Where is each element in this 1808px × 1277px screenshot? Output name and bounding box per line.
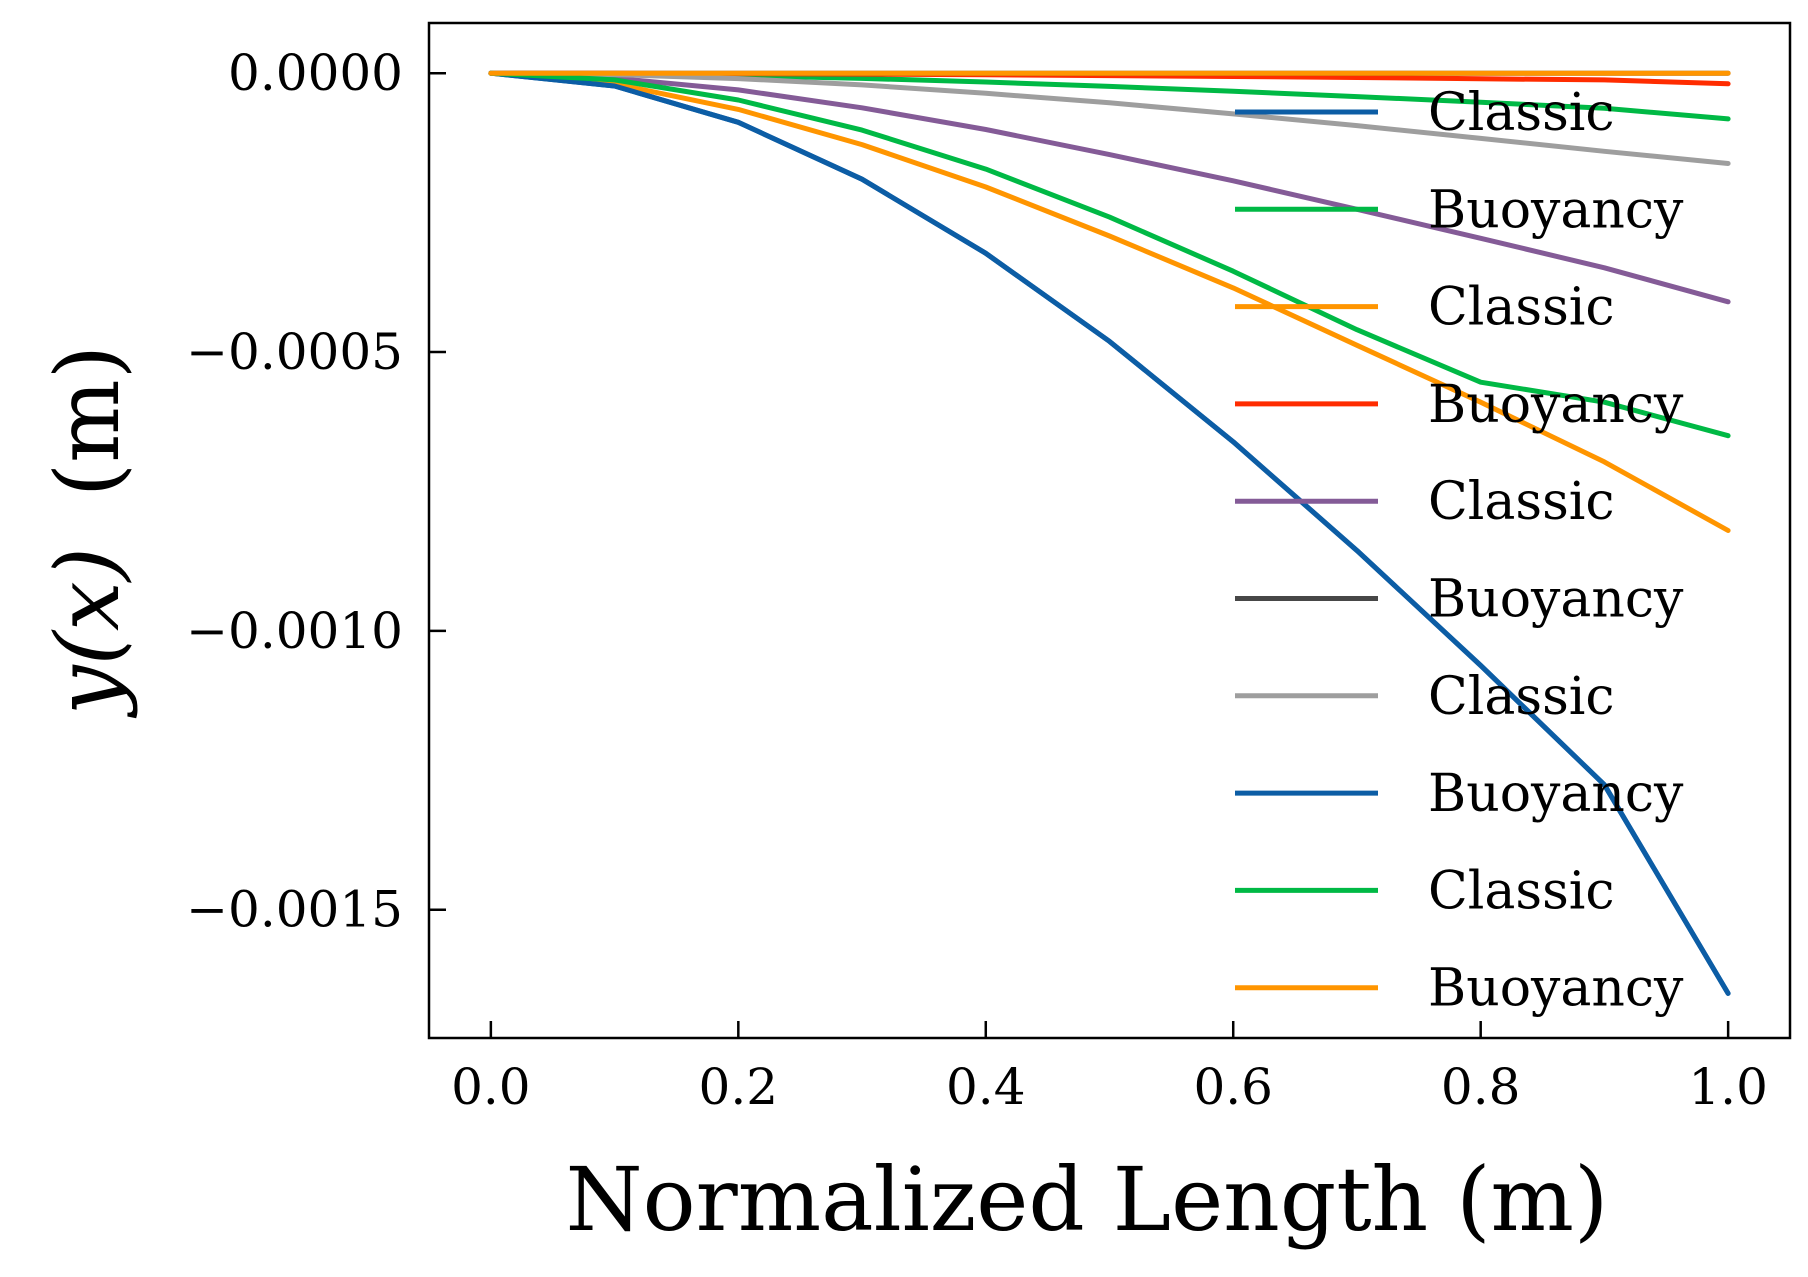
legend-label: Classic bbox=[1428, 472, 1615, 532]
legend-item: Buoyancy bbox=[1235, 375, 1684, 435]
series-line-8 bbox=[488, 70, 1731, 996]
legend-label: Buoyancy bbox=[1428, 959, 1684, 1019]
x-tick-label: 1.0 bbox=[1688, 1058, 1768, 1116]
legend-item: Classic bbox=[1235, 667, 1615, 727]
x-tick-label: 0.2 bbox=[699, 1058, 779, 1116]
legend-label: Buoyancy bbox=[1428, 180, 1684, 240]
y-axis-title-unit: (m) bbox=[36, 345, 139, 497]
legend-label: Buoyancy bbox=[1428, 570, 1684, 630]
series-line-7 bbox=[488, 70, 1731, 166]
y-tick-label: −0.0010 bbox=[186, 602, 403, 660]
legend-item: Buoyancy bbox=[1235, 959, 1684, 1019]
y-axis-title: y(x) (m) bbox=[36, 345, 139, 719]
legend-item: Classic bbox=[1235, 278, 1615, 338]
series-line-5 bbox=[488, 70, 1731, 305]
ticks-layer: 0.0 0.2 0.4 0.6 0.8 1.0 0.0000 −0.0005 −0.0010 −0… bbox=[186, 44, 1768, 1116]
y-tick-label: −0.0015 bbox=[186, 881, 403, 939]
legend: Classic Buoyancy Classic Buoyancy Classic Buo… bbox=[1235, 83, 1684, 1019]
legend-label: Buoyancy bbox=[1428, 764, 1684, 824]
series-line-3 bbox=[488, 70, 1731, 533]
series-layer bbox=[488, 70, 1731, 996]
legend-item: Buoyancy bbox=[1235, 180, 1684, 240]
legend-label: Classic bbox=[1428, 83, 1615, 143]
x-tick-label: 0.6 bbox=[1193, 1058, 1273, 1116]
x-tick-label: 0.0 bbox=[451, 1058, 531, 1116]
x-tick-label: 0.4 bbox=[946, 1058, 1026, 1116]
legend-item: Classic bbox=[1235, 861, 1615, 921]
y-axis-title-main: y(x) bbox=[36, 547, 139, 719]
svg-text:y(x) (m): y(x) (m) bbox=[36, 345, 139, 719]
legend-item: Classic bbox=[1235, 472, 1615, 532]
legend-label: Classic bbox=[1428, 667, 1615, 727]
legend-item: Classic bbox=[1235, 83, 1615, 143]
legend-item: Buoyancy bbox=[1235, 570, 1684, 630]
x-axis-title: Normalized Length (m) bbox=[566, 1148, 1609, 1251]
legend-item: Buoyancy bbox=[1235, 764, 1684, 824]
plot-frame bbox=[427, 21, 1792, 1040]
legend-label: Classic bbox=[1428, 278, 1615, 338]
x-tick-label: 0.8 bbox=[1441, 1058, 1521, 1116]
y-tick-label: 0.0000 bbox=[228, 44, 403, 102]
legend-label: Classic bbox=[1428, 861, 1615, 921]
y-tick-label: −0.0005 bbox=[186, 323, 403, 381]
legend-label: Buoyancy bbox=[1428, 375, 1684, 435]
series-line-9 bbox=[488, 70, 1731, 439]
